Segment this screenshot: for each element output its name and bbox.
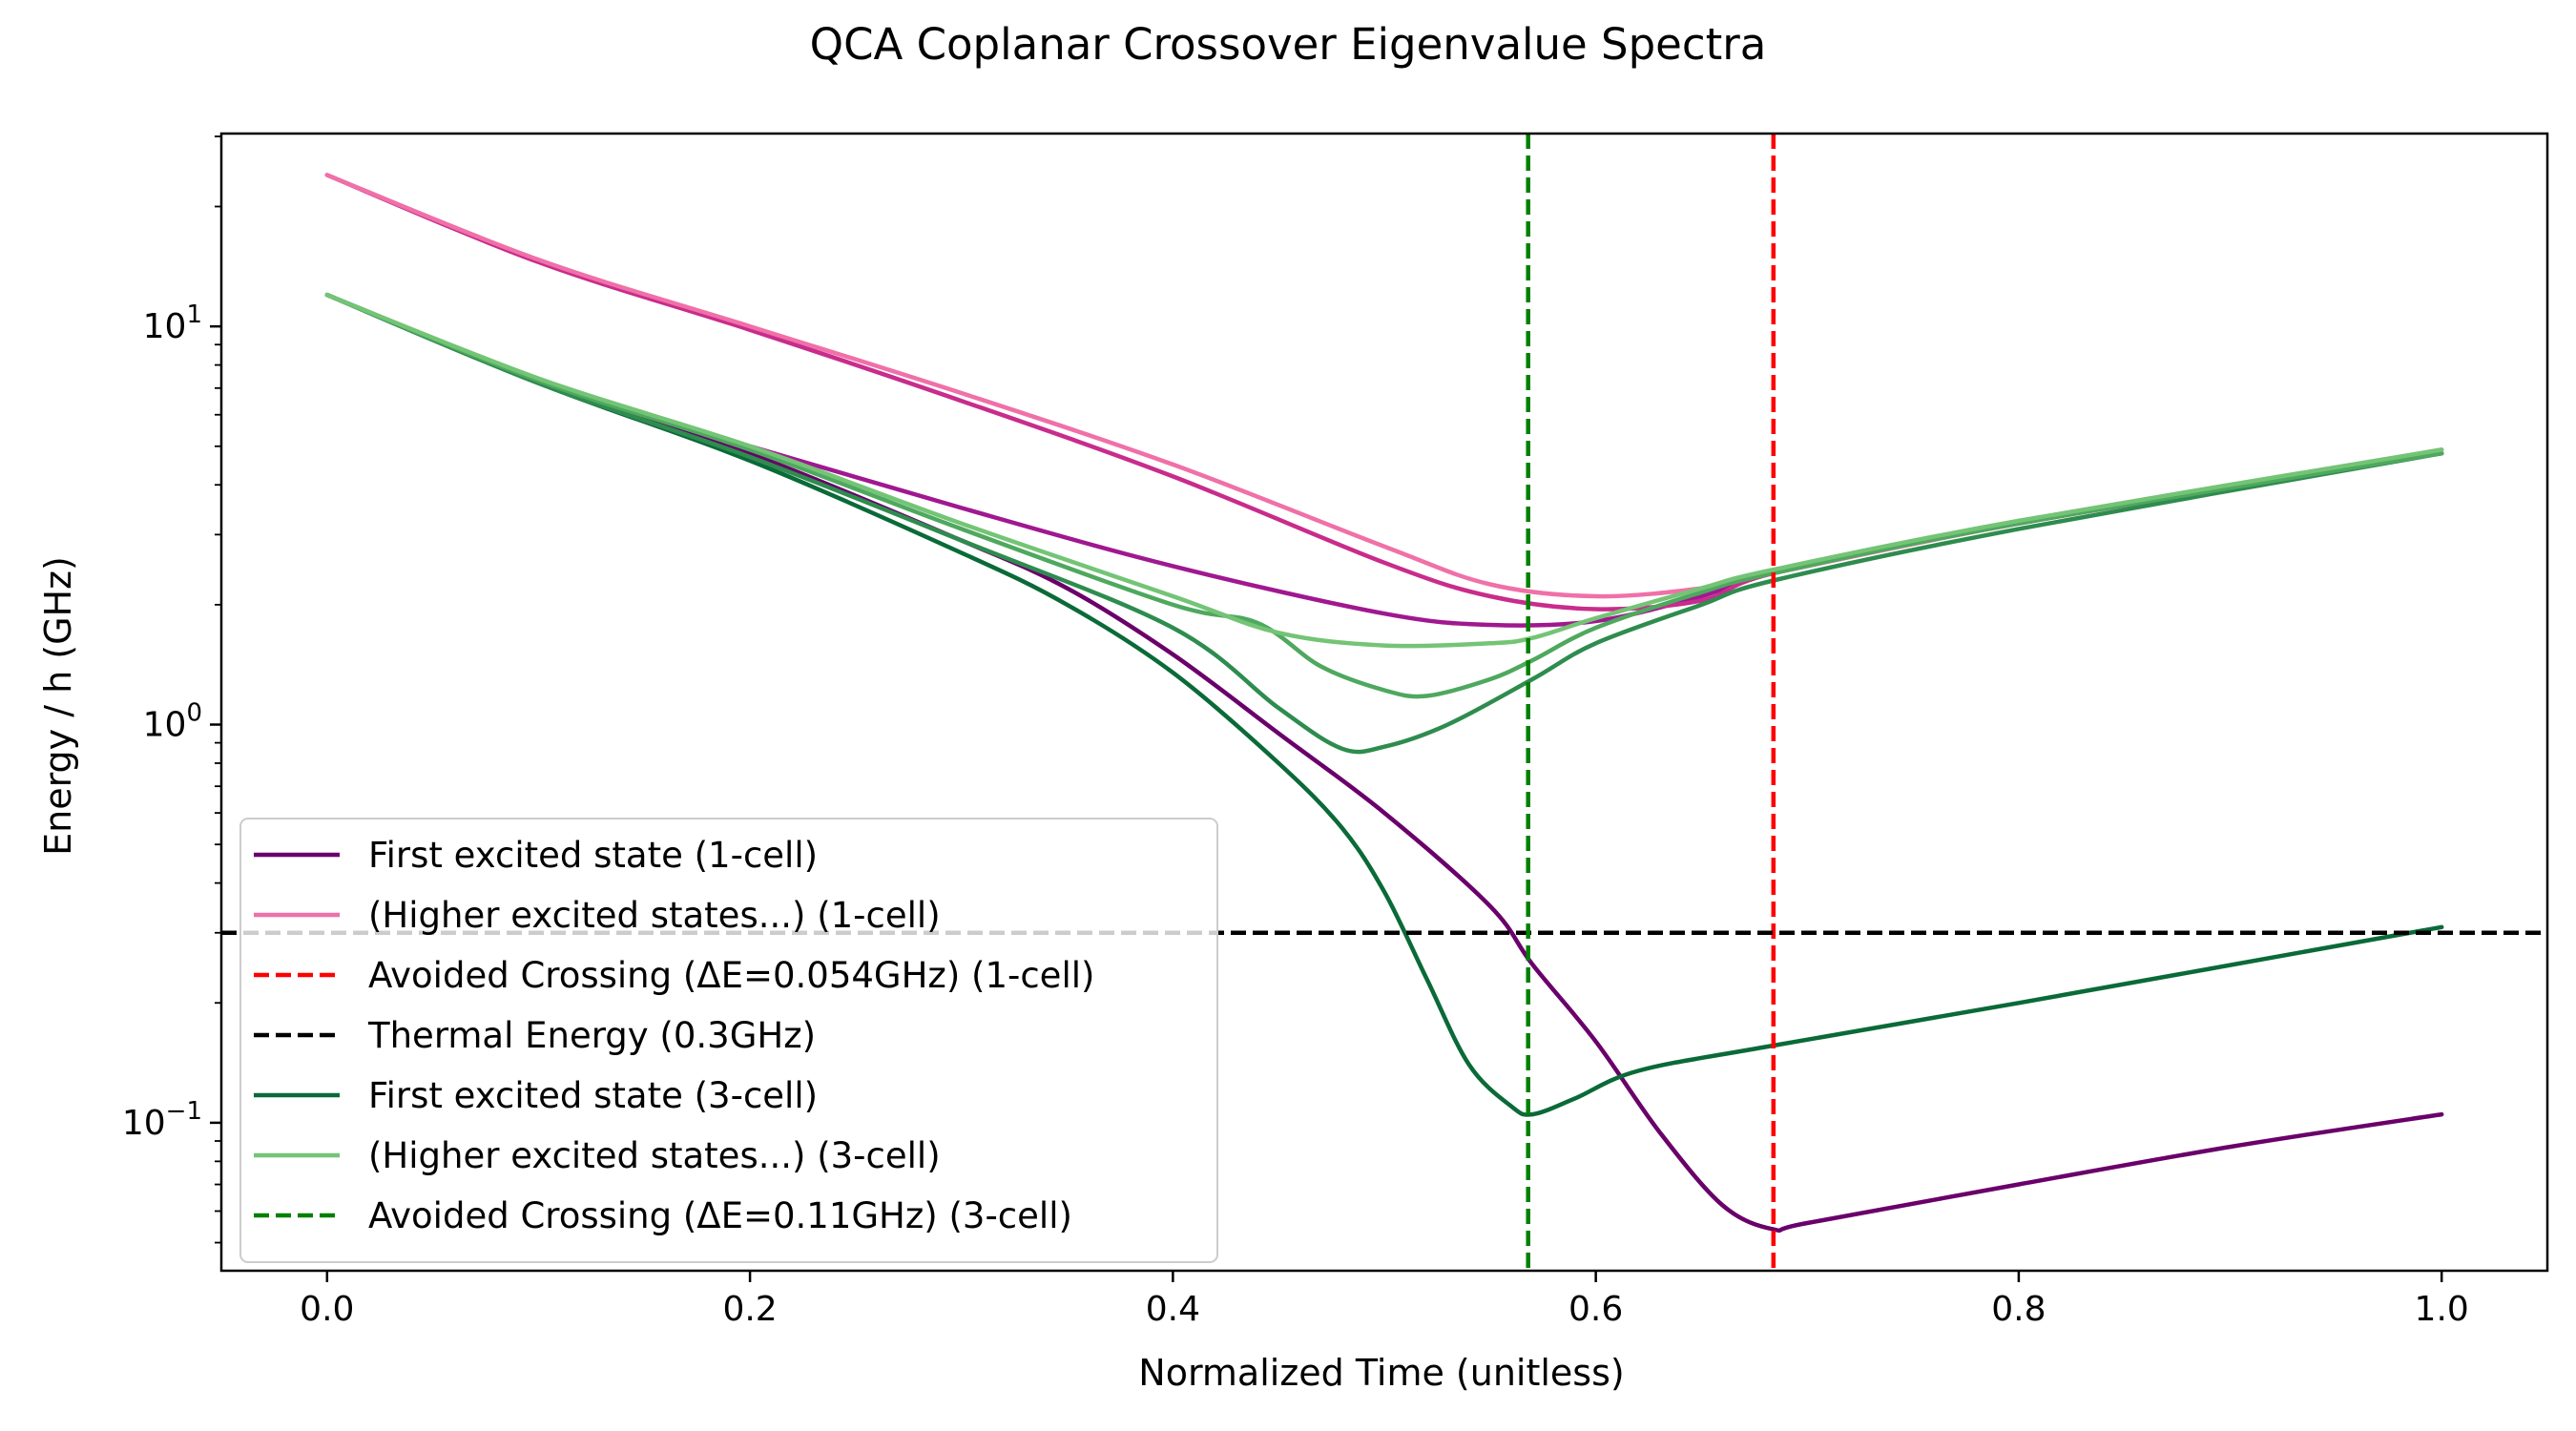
legend-label: First excited state (1-cell) (368, 835, 818, 876)
series-line-6 (324, 292, 2444, 699)
plot-area: 0.0 0.2 0.4 0.6 0.8 1.0 10−1 100 101 First excite… (122, 132, 2549, 1329)
y-tick-label: 100 (143, 699, 202, 745)
series-line-7 (324, 292, 2444, 649)
legend-label: First excited state (3-cell) (368, 1075, 818, 1116)
y-axis-label: Energy / h (GHz) (37, 556, 79, 856)
x-tick-label: 1.0 (2415, 1290, 2469, 1329)
x-tick-label: 0.2 (722, 1290, 777, 1329)
x-axis-label: Normalized Time (unitless) (1138, 1352, 1624, 1394)
legend-box (239, 818, 1218, 1263)
legend: First excited state (1-cell) (Higher exci… (239, 818, 1218, 1263)
x-tick-label: 0.6 (1568, 1290, 1623, 1329)
plot-frame (219, 132, 2549, 1273)
series-line-5 (324, 292, 2444, 755)
series-group (221, 134, 2547, 1271)
legend-label: Avoided Crossing (ΔE=0.054GHz) (1-cell) (368, 955, 1094, 996)
legend-label: (Higher excited states...) (3-cell) (368, 1135, 941, 1176)
series-line-4 (324, 292, 2444, 1117)
y-tick-label: 10−1 (122, 1097, 202, 1143)
legend-label: Avoided Crossing (ΔE=0.11GHz) (3-cell) (368, 1195, 1072, 1236)
legend-label: Thermal Energy (0.3GHz) (367, 1015, 816, 1056)
x-tick-label: 0.4 (1146, 1290, 1200, 1329)
legend-label: (Higher excited states...) (1-cell) (368, 895, 941, 936)
x-tick-label: 0.0 (300, 1290, 354, 1329)
chart-title: QCA Coplanar Crossover Eigenvalue Spectr… (810, 19, 1767, 70)
series-line-0 (324, 292, 2444, 1234)
x-tick-label: 0.8 (1991, 1290, 2046, 1329)
y-tick-label: 101 (143, 301, 202, 346)
